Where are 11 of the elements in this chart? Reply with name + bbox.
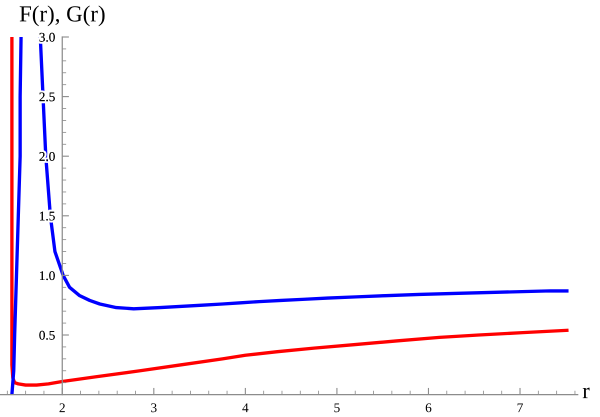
x-tick-label: 5 (334, 403, 340, 412)
x-tick-label: 6 (426, 403, 432, 412)
x-tick-label: 3 (151, 403, 157, 412)
y-tick-label: 3.0 (39, 32, 55, 42)
x-tick-label: 7 (518, 403, 523, 412)
y-tick-label: 0.5 (39, 330, 55, 340)
x-axis-title: r (582, 388, 590, 398)
x-tick-label: 2 (60, 403, 65, 412)
x-tick-label: 4 (242, 403, 248, 412)
y-axis-title: F(r), G(r) (20, 5, 105, 26)
y-tick-label: 1.0 (40, 271, 55, 280)
